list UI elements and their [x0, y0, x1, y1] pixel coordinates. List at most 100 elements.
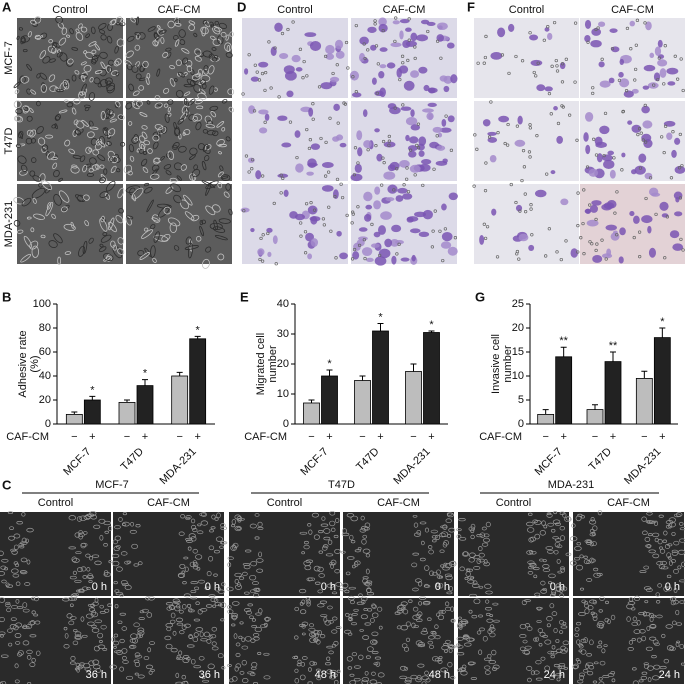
cell [121, 648, 128, 654]
cell [165, 643, 173, 650]
cell [361, 538, 367, 545]
cell [166, 626, 172, 632]
pore [323, 174, 328, 178]
cell [415, 640, 423, 646]
cell [97, 644, 106, 650]
cell [317, 603, 325, 608]
cell [423, 84, 430, 92]
cell [82, 575, 88, 579]
cell [175, 681, 183, 684]
cell [523, 599, 531, 603]
cell [187, 546, 192, 551]
cell [194, 586, 200, 591]
cell [85, 33, 90, 38]
cell [164, 635, 172, 641]
cell [221, 99, 228, 104]
cell [548, 573, 556, 579]
cell [202, 679, 210, 683]
cell [239, 670, 245, 675]
pore [449, 148, 454, 152]
cell [100, 624, 107, 630]
cell [666, 574, 672, 578]
panel-letter: C [2, 477, 12, 492]
pore [637, 127, 642, 131]
cell [193, 632, 199, 638]
cell [173, 162, 183, 171]
cell [139, 64, 146, 73]
cell [590, 39, 602, 48]
cell [122, 512, 128, 516]
cell [83, 515, 91, 520]
cell [577, 679, 584, 684]
pore [303, 230, 308, 234]
cell [358, 227, 368, 232]
cell [603, 159, 615, 170]
pore [406, 190, 411, 194]
cell [85, 163, 92, 168]
cell [543, 524, 548, 529]
cell [330, 563, 334, 569]
cell [47, 45, 57, 53]
cell [16, 520, 23, 525]
cell [489, 154, 497, 163]
pore [267, 40, 271, 44]
cell [316, 639, 321, 645]
cell [420, 630, 429, 635]
cell [177, 117, 185, 125]
cells [579, 187, 685, 264]
time-label: 24 h [659, 669, 680, 681]
cell [376, 153, 383, 162]
series-label: + [326, 431, 332, 443]
cell [129, 155, 135, 162]
cell [134, 44, 141, 51]
pore [305, 74, 309, 78]
cell [152, 131, 161, 138]
cell [199, 220, 204, 226]
cell [418, 66, 428, 74]
error-bar [326, 369, 333, 376]
cell [584, 603, 589, 608]
cell [590, 517, 595, 522]
cell [182, 581, 187, 585]
pore [354, 23, 358, 28]
cell [374, 186, 381, 195]
cell [18, 542, 25, 547]
cell [26, 649, 33, 655]
cell [104, 77, 113, 85]
pore [639, 131, 643, 135]
pore [612, 156, 616, 160]
cell [209, 529, 214, 533]
cell [128, 83, 135, 92]
cell [339, 252, 348, 260]
cell [80, 616, 85, 622]
cell [15, 581, 21, 587]
cell [645, 520, 653, 524]
pore [336, 121, 340, 125]
cell [167, 99, 174, 105]
cell [98, 639, 103, 644]
cell [478, 585, 484, 589]
cell [676, 640, 681, 644]
cell [114, 650, 121, 654]
pore [515, 249, 520, 254]
cell [171, 144, 178, 150]
cell [572, 664, 579, 670]
cell [333, 534, 339, 539]
cell [91, 49, 97, 55]
cell [478, 552, 485, 558]
bar [65, 413, 83, 425]
cell [254, 513, 260, 517]
cell [646, 544, 652, 549]
cell [335, 582, 343, 587]
cell [234, 572, 242, 578]
pore [536, 61, 540, 65]
cell [94, 163, 100, 170]
cell [439, 532, 446, 538]
cell [359, 36, 369, 45]
pore [648, 176, 653, 180]
micrograph [343, 512, 454, 596]
cell [72, 593, 79, 597]
cell [83, 531, 88, 535]
pore [250, 167, 254, 171]
cell [173, 194, 182, 204]
